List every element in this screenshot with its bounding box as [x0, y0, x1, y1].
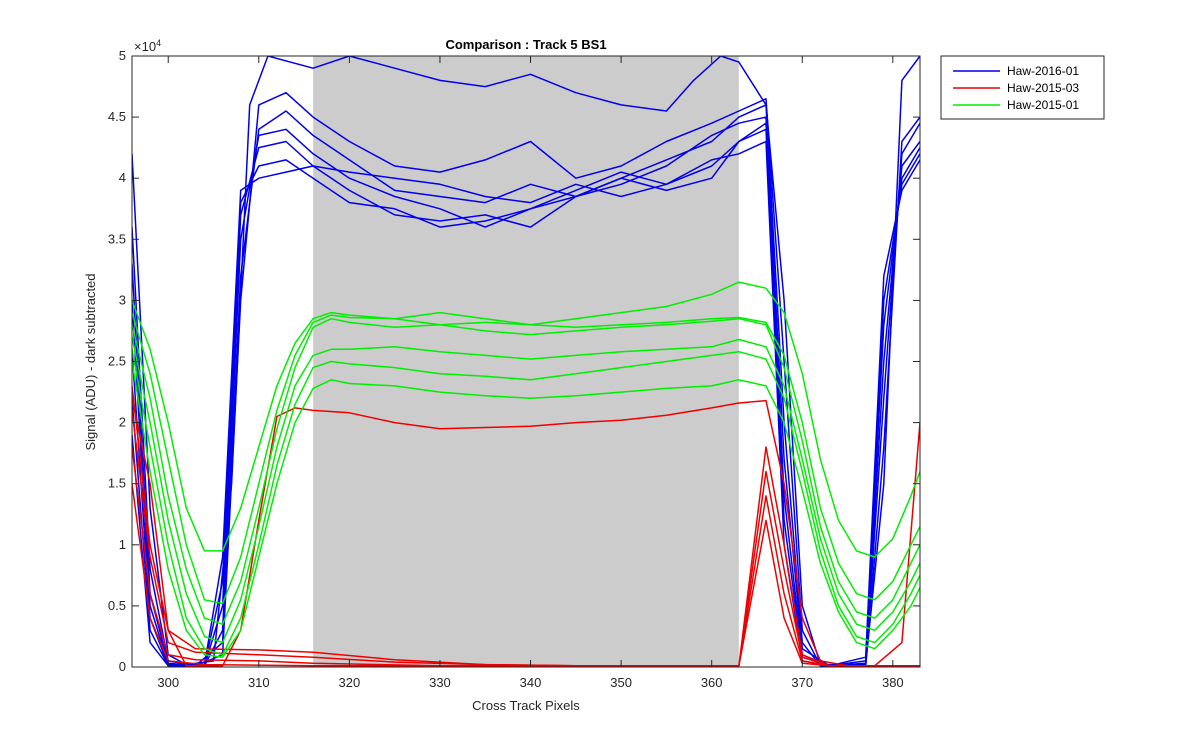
y-tick-label: 3	[119, 292, 126, 307]
y-tick-label: 2.5	[108, 354, 126, 369]
x-tick-label: 330	[429, 675, 451, 690]
y-tick-label: 2	[119, 415, 126, 430]
x-tick-label: 320	[339, 675, 361, 690]
x-tick-label: 350	[610, 675, 632, 690]
y-tick-label: 4.5	[108, 109, 126, 124]
series-line-haw-2016-01-3	[132, 104, 920, 667]
series-line-haw-2015-01-6	[132, 361, 920, 658]
y-tick-label: 3.5	[108, 231, 126, 246]
shaded-region	[313, 56, 739, 667]
series-line-haw-2015-03-1	[132, 398, 920, 667]
series-line-haw-2015-03-3	[132, 410, 920, 667]
series-line-haw-2015-03-5	[132, 483, 920, 667]
series-line-haw-2015-01-5	[132, 349, 920, 656]
series-line-haw-2015-01-4	[132, 336, 920, 644]
x-tick-label: 300	[157, 675, 179, 690]
legend: Haw-2016-01 Haw-2015-03 Haw-2015-01	[940, 55, 1105, 120]
y-exponent-power: 4	[156, 38, 161, 48]
x-tick-label: 380	[882, 675, 904, 690]
x-axis-label: Cross Track Pixels	[472, 698, 580, 713]
chart-title: Comparison : Track 5 BS1	[445, 37, 606, 52]
series-line-haw-2015-01-1	[132, 281, 920, 558]
y-tick-label: 0	[119, 659, 126, 674]
x-tick-label: 310	[248, 675, 270, 690]
y-tick-label: 1	[119, 537, 126, 552]
y-axis-label: Signal (ADU) - dark subtracted	[83, 273, 98, 450]
y-tick-label: 5	[119, 48, 126, 63]
y-tick-label: 1.5	[108, 476, 126, 491]
legend-label-haw-2016-01: Haw-2016-01	[1007, 64, 1079, 78]
x-tick-label: 340	[520, 675, 542, 690]
y-tick-label: 0.5	[108, 598, 126, 613]
legend-label-haw-2015-01: Haw-2015-01	[1007, 98, 1079, 112]
x-tick-label: 370	[791, 675, 813, 690]
y-tick-label: 4	[119, 170, 126, 185]
x-tick-label: 360	[701, 675, 723, 690]
series-line-haw-2015-01-3	[132, 317, 920, 625]
series-line-haw-2015-01-2	[132, 312, 920, 605]
y-exponent-label: ×104	[134, 38, 161, 54]
legend-label-haw-2015-03: Haw-2015-03	[1007, 81, 1079, 95]
y-exponent-base: ×10	[134, 39, 156, 54]
